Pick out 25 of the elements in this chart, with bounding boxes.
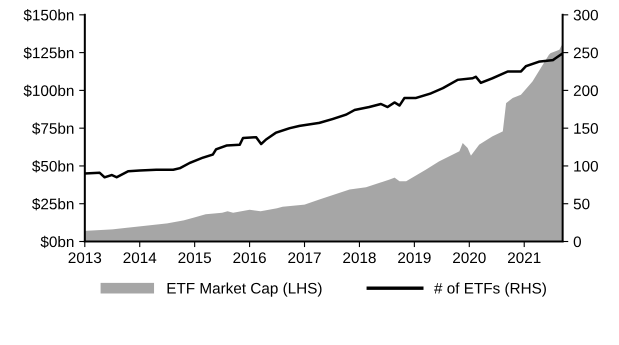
x-tick-label: 2021: [508, 252, 540, 264]
x-tick-label: 2016: [233, 252, 266, 264]
y2-tick-label: 0: [574, 236, 581, 248]
y-tick-label: $50bn: [32, 160, 74, 173]
x-tick-label: 2014: [124, 252, 156, 264]
x-tick-label: 2019: [398, 252, 431, 264]
y-tick-label: $150bn: [24, 9, 74, 22]
x-tick-label: 2017: [288, 252, 321, 264]
y-tick-label: $25bn: [32, 198, 74, 210]
y2-tick-label: 100: [574, 160, 598, 172]
x-tick-label: 2013: [68, 252, 102, 264]
y-tick-label: $100bn: [24, 84, 74, 97]
legend-label: ETF Market Cap (LHS): [168, 282, 322, 297]
y2-tick-label: 300: [574, 10, 598, 21]
x-tick-label: 2020: [453, 252, 486, 264]
y2-tick-label: 250: [574, 47, 598, 58]
legend-label: # of ETFs (RHS): [434, 282, 546, 297]
y-tick-label: $125bn: [24, 46, 74, 60]
x-tick-label: 2018: [343, 252, 376, 264]
y-tick-label: $75bn: [32, 122, 74, 135]
y2-tick-label: 50: [574, 198, 590, 210]
x-tick-label: 2015: [178, 252, 212, 264]
y2-tick-label: 150: [574, 123, 598, 134]
y-tick-label: $0bn: [40, 236, 74, 248]
y2-tick-label: 200: [574, 85, 598, 96]
